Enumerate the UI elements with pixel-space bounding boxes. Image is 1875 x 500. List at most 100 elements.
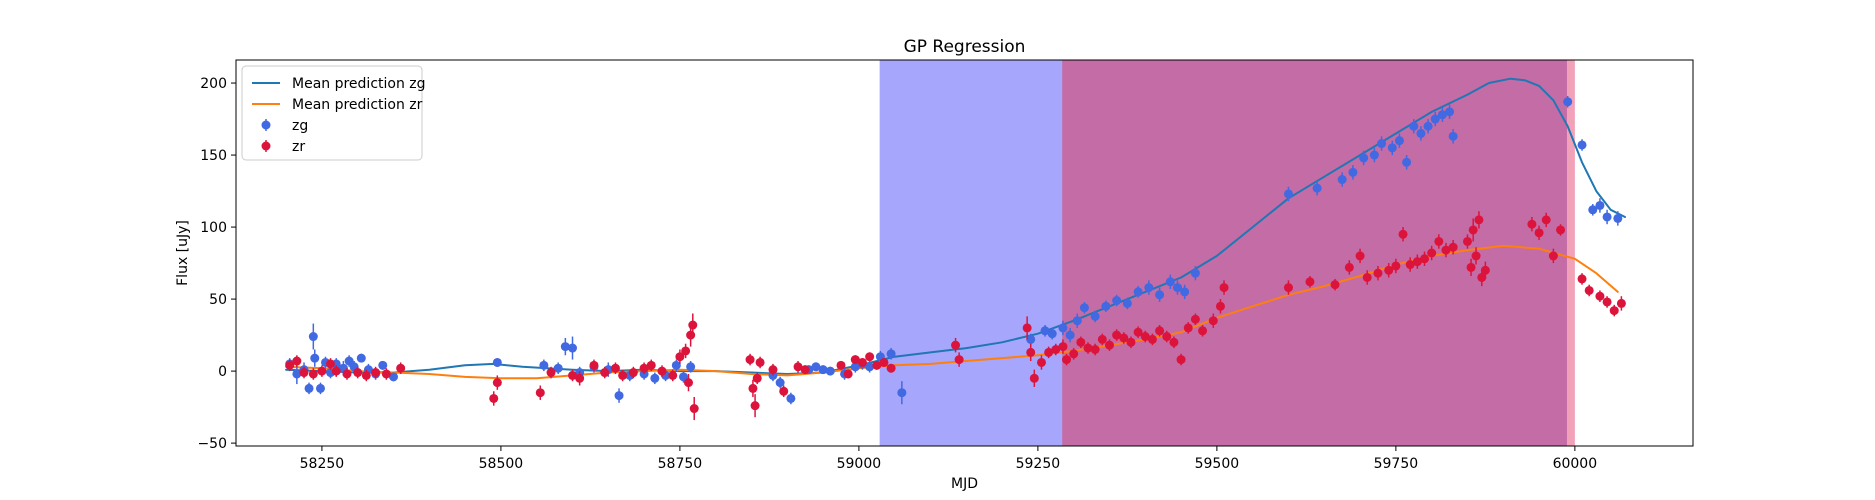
- marker-zg-65: [1190, 268, 1200, 278]
- marker-zr-62: [1076, 337, 1086, 347]
- marker-zr-68: [1119, 333, 1129, 343]
- marker-zg-55: [1090, 311, 1100, 321]
- marker-zr-64: [1090, 345, 1100, 354]
- point-zr-70: [1133, 326, 1143, 338]
- point-zr-26: [657, 365, 667, 377]
- y-tick-label-2: 50: [209, 292, 227, 308]
- point-zr-29: [681, 343, 691, 359]
- point-zg-70: [1359, 150, 1369, 166]
- point-zr-55: [1029, 369, 1039, 387]
- marker-zr-31: [686, 330, 696, 340]
- marker-zr-19: [589, 360, 599, 370]
- point-zr-106: [1480, 261, 1490, 279]
- point-zg-58: [1122, 297, 1132, 310]
- marker-zr-10: [371, 368, 381, 378]
- y-axis-ticks: −50 0 50 100 150 200: [197, 76, 236, 452]
- x-tick-label-3: 59000: [837, 456, 882, 472]
- marker-zr-50: [886, 363, 896, 373]
- point-zg-48: [1026, 333, 1036, 346]
- marker-zg-49: [1040, 326, 1050, 336]
- marker-zr-30: [683, 378, 693, 388]
- marker-zg-70: [1359, 153, 1369, 163]
- marker-zr-91: [1391, 261, 1401, 271]
- marker-zg-5: [310, 353, 320, 363]
- marker-zr-37: [752, 373, 762, 383]
- point-zr-17: [568, 369, 578, 382]
- point-zr-113: [1584, 284, 1594, 297]
- legend-mean-prediction-zr: Mean prediction zr: [252, 97, 423, 113]
- point-zr-96: [1427, 245, 1437, 261]
- marker-zg-78: [1423, 121, 1433, 131]
- y-tick-label-5: 200: [200, 76, 227, 92]
- point-zg-66: [1283, 186, 1293, 202]
- point-zr-116: [1609, 304, 1619, 317]
- point-zg-46: [886, 348, 896, 360]
- marker-zg-52: [1065, 330, 1075, 340]
- marker-zr-8: [353, 368, 363, 378]
- point-zr-102: [1468, 218, 1478, 242]
- marker-zg-19: [539, 360, 549, 370]
- point-zg-87: [1602, 209, 1612, 225]
- point-zr-3: [308, 368, 318, 380]
- marker-zg-56: [1101, 301, 1111, 311]
- marker-zg-84: [1577, 140, 1587, 150]
- marker-zr-70: [1133, 327, 1143, 337]
- marker-zr-71: [1140, 332, 1150, 342]
- point-zg-29: [650, 372, 660, 385]
- marker-zr-95: [1420, 254, 1430, 264]
- marker-zg-66: [1283, 189, 1293, 199]
- marker-zg-71: [1369, 150, 1379, 160]
- marker-zr-59: [1058, 342, 1068, 352]
- point-zg-60: [1144, 280, 1154, 295]
- x-tick-label-7: 60000: [1553, 456, 1598, 472]
- y-tick-label-1: 0: [218, 364, 227, 380]
- point-zr-11: [381, 368, 391, 380]
- marker-zr-116: [1609, 306, 1619, 316]
- point-zr-42: [800, 365, 810, 375]
- point-zr-94: [1412, 254, 1422, 269]
- marker-zr-102: [1468, 225, 1478, 235]
- marker-zg-82: [1448, 131, 1458, 141]
- marker-zr-88: [1362, 272, 1372, 282]
- marker-zr-81: [1215, 301, 1225, 311]
- point-zr-28: [675, 349, 685, 364]
- point-zg-80: [1437, 107, 1447, 122]
- point-zr-2: [299, 366, 309, 379]
- point-zg-56: [1101, 300, 1111, 313]
- point-zr-63: [1083, 342, 1093, 354]
- point-zr-45: [850, 355, 860, 365]
- marker-zr-78: [1190, 314, 1200, 324]
- point-zg-50: [1047, 327, 1057, 340]
- x-axis-ticks: 58250 58500 58750 59000 59250 59500 59750 60000: [300, 446, 1597, 472]
- marker-zr-21: [610, 363, 620, 373]
- point-zr-77: [1183, 322, 1193, 334]
- point-zr-14: [492, 375, 502, 390]
- marker-zr-14: [492, 378, 502, 388]
- point-zg-84: [1577, 139, 1587, 151]
- point-zr-64: [1090, 343, 1100, 356]
- x-tick-label-6: 59750: [1374, 456, 1419, 472]
- marker-zg-46: [886, 349, 896, 359]
- point-zr-35: [748, 379, 758, 398]
- point-zg-82: [1448, 129, 1458, 144]
- point-zr-84: [1305, 276, 1315, 288]
- point-zr-83: [1283, 280, 1293, 295]
- marker-zr-83: [1283, 283, 1293, 293]
- point-zg-54: [1079, 301, 1089, 314]
- point-zr-4: [317, 365, 327, 377]
- point-zr-74: [1162, 330, 1172, 343]
- point-zr-62: [1076, 336, 1086, 349]
- marker-zr-74: [1162, 332, 1172, 342]
- marker-zr-42: [800, 365, 810, 375]
- point-zr-50: [886, 363, 896, 373]
- marker-zr-79: [1198, 326, 1208, 336]
- marker-zg-17: [389, 372, 399, 382]
- marker-zg-35: [775, 378, 785, 388]
- marker-zr-20: [600, 368, 610, 378]
- marker-zr-24: [639, 363, 649, 373]
- legend-zr-label: zr: [292, 139, 305, 155]
- point-zr-79: [1198, 325, 1208, 337]
- marker-zg-67: [1312, 183, 1322, 193]
- marker-zg-36: [786, 393, 796, 403]
